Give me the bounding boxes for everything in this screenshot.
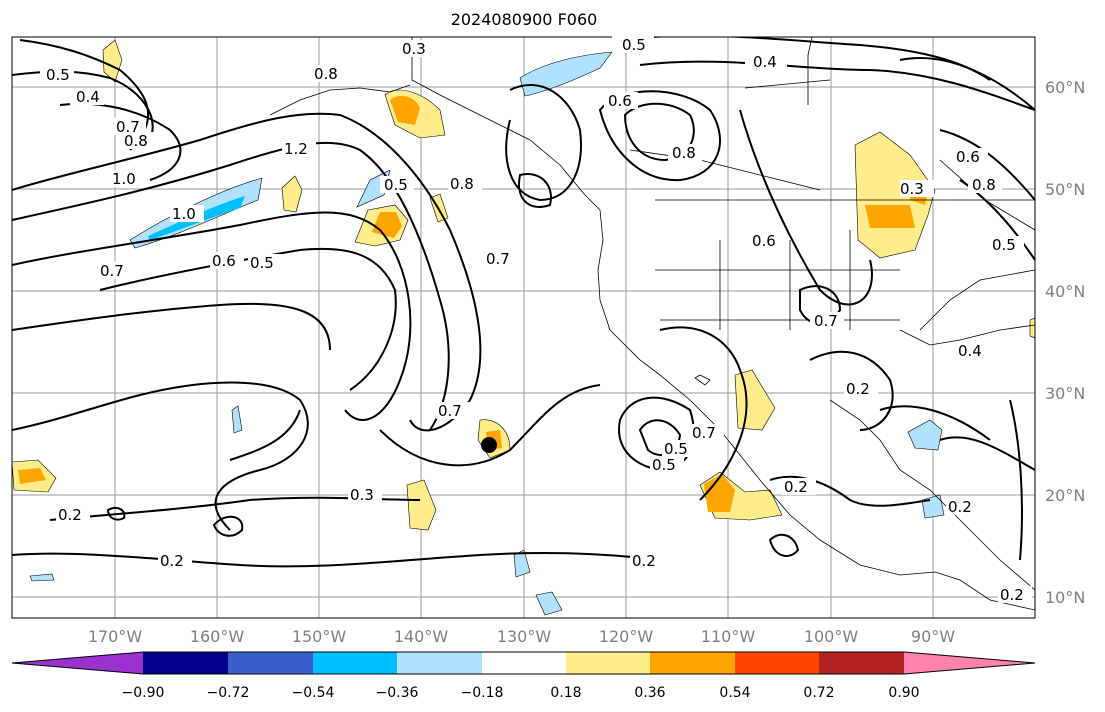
contour-label: 0.5 — [46, 66, 70, 84]
contour-label: 0.2 — [1000, 586, 1024, 604]
colorbar-segment — [566, 652, 650, 674]
contour-label: 0.5 — [250, 254, 274, 272]
lon-tick-label: 90°W — [911, 627, 955, 646]
blue-patch — [535, 591, 563, 616]
colorbar-label: 0.90 — [888, 685, 919, 701]
blue-patch — [29, 573, 55, 582]
contour-label: 0.2 — [160, 552, 184, 570]
colorbar-label: −0.90 — [122, 685, 165, 701]
lat-tick-label: 50°N — [1045, 180, 1085, 199]
map-frame — [11, 36, 1036, 619]
yellow-patch — [406, 479, 437, 531]
lat-tick-label: 40°N — [1045, 282, 1085, 301]
orange-patch — [704, 474, 735, 512]
colorbar-label: 0.36 — [634, 685, 665, 701]
blue-patch — [513, 549, 531, 578]
contour-label: 0.2 — [58, 506, 82, 524]
orange-patch — [865, 205, 915, 228]
contour-label: 0.7 — [692, 424, 716, 442]
contour-label: 0.8 — [124, 132, 148, 150]
lon-tick-label: 140°W — [394, 627, 449, 646]
contour-label: 0.4 — [76, 88, 100, 106]
contour-label: 0.2 — [846, 380, 870, 398]
colorbar-label: 0.54 — [719, 685, 750, 701]
lon-tick-label: 170°W — [88, 627, 143, 646]
lat-tick-label: 30°N — [1045, 384, 1085, 403]
map-title: 2024080900 F060 — [450, 10, 598, 29]
lon-tick-label: 100°W — [804, 627, 859, 646]
contour-label-layer: 0.5 0.4 0.6 0.3 0.4 0.5 0.7 0.8 1.2 1.0 … — [40, 36, 1032, 604]
orange-patch — [18, 468, 46, 484]
colorbar-labels: −0.90 −0.72 −0.54 −0.36 −0.18 0.18 0.36 … — [122, 685, 920, 701]
contour-label: 0.3 — [900, 180, 924, 198]
contour-label: 0.8 — [314, 65, 338, 83]
colorbar-segment — [143, 652, 228, 674]
contour-label: 0.5 — [992, 236, 1016, 254]
colorbar-segment — [819, 652, 904, 674]
contour-label: 1.0 — [112, 170, 136, 188]
colorbar-segment — [228, 652, 313, 674]
colorbar-segment — [650, 652, 735, 674]
colorbar-label: −0.36 — [376, 685, 419, 701]
contour-label: 0.7 — [814, 312, 838, 330]
contour-label: 0.7 — [116, 118, 140, 136]
contour-label: 0.3 — [350, 486, 374, 504]
colorbar-label: 0.18 — [550, 685, 581, 701]
contour-label: 0.5 — [664, 440, 688, 458]
lat-axis: 60°N 50°N 40°N 30°N 20°N 10°N — [1045, 78, 1085, 607]
colorbar — [11, 651, 1036, 675]
contour-label: 0.4 — [753, 53, 777, 71]
colorbar-segment — [397, 652, 482, 674]
contour-label: 0.3 — [402, 40, 426, 58]
contour-label: 0.7 — [100, 262, 124, 280]
lat-tick-label: 20°N — [1045, 486, 1085, 505]
blue-patch — [519, 51, 613, 97]
lon-tick-label: 130°W — [497, 627, 552, 646]
contour-label: 0.8 — [672, 144, 696, 162]
lat-tick-label: 10°N — [1045, 588, 1085, 607]
contour-label: 0.8 — [450, 175, 474, 193]
lon-tick-label: 110°W — [701, 627, 756, 646]
colorbar-label: −0.72 — [207, 685, 250, 701]
orange-patch — [390, 95, 420, 125]
contour-label: 0.5 — [622, 36, 646, 54]
contour-label: 0.7 — [438, 402, 462, 420]
contour-label: 0.6 — [752, 232, 776, 250]
storm-center-marker — [481, 437, 497, 453]
contour-label: 0.6 — [608, 92, 632, 110]
colorbar-extend-min — [12, 652, 143, 674]
lon-axis: 170°W 160°W 150°W 140°W 130°W 120°W 110°… — [88, 627, 955, 646]
contour-label: 1.2 — [284, 140, 308, 158]
contour-label: 0.2 — [948, 498, 972, 516]
contour-label: 0.5 — [384, 176, 408, 194]
contour-label: 0.4 — [958, 342, 982, 360]
coastlines — [269, 37, 1035, 611]
colorbar-segment — [482, 652, 566, 674]
lon-tick-label: 150°W — [292, 627, 347, 646]
contour-label: 0.2 — [784, 478, 808, 496]
yellow-patch — [281, 175, 303, 213]
colorbar-label: −0.18 — [461, 685, 504, 701]
lat-tick-label: 60°N — [1045, 78, 1085, 97]
orange-patch — [372, 212, 402, 238]
contour-label: 0.2 — [632, 552, 656, 570]
contour-label: 0.6 — [956, 148, 980, 166]
colorbar-label: −0.54 — [292, 685, 335, 701]
contour-label: 0.5 — [652, 456, 676, 474]
contour-label: 0.8 — [972, 176, 996, 194]
contour-label: 0.6 — [212, 252, 236, 270]
colorbar-extend-max — [904, 652, 1035, 674]
lon-tick-label: 160°W — [190, 627, 245, 646]
contour-label: 1.0 — [172, 205, 196, 223]
colorbar-segment — [735, 652, 819, 674]
yellow-patch — [102, 39, 123, 83]
colorbar-outline — [11, 651, 1036, 675]
lon-tick-label: 120°W — [599, 627, 654, 646]
contour-label: 0.7 — [486, 250, 510, 268]
colorbar-label: 0.72 — [803, 685, 834, 701]
colorbar-segment — [313, 652, 397, 674]
yellow-patch — [1029, 317, 1035, 339]
blue-patch — [231, 405, 243, 434]
